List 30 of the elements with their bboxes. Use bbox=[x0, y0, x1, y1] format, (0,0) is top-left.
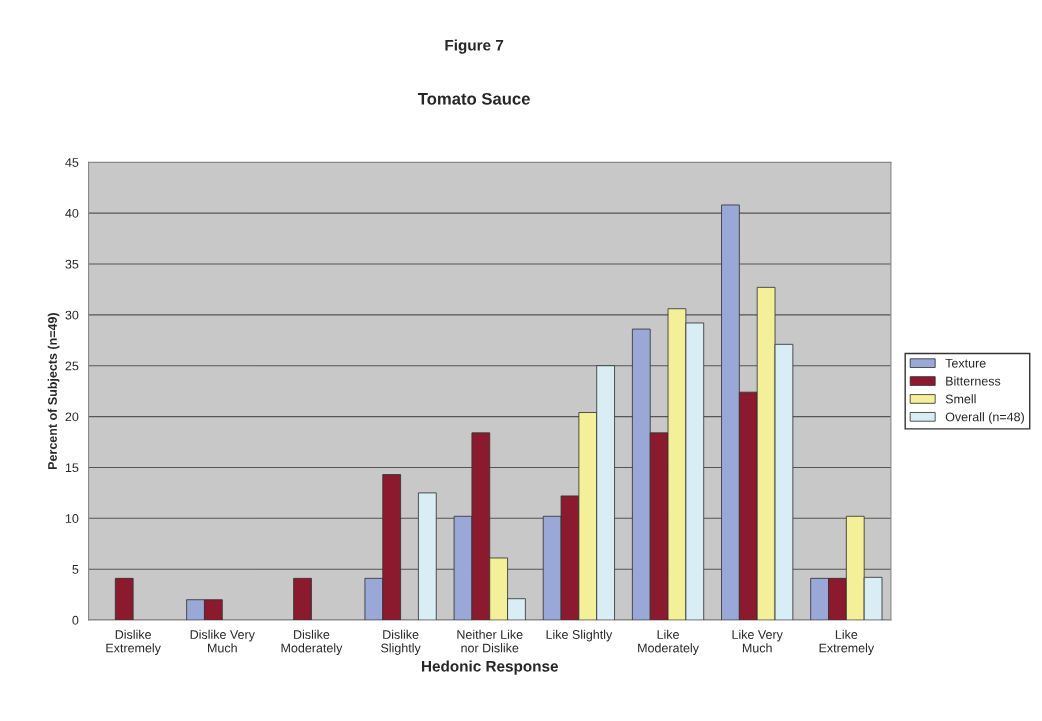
y-axis-title: Percent of Subjects (n=49) bbox=[47, 313, 60, 469]
y-tick-label: 20 bbox=[65, 412, 79, 422]
x-axis-title: Hedonic Response bbox=[422, 660, 558, 675]
bar bbox=[418, 492, 437, 621]
bar bbox=[293, 577, 312, 621]
chart-subtitle: Tomato Sauce bbox=[417, 92, 530, 105]
x-tick-label: Like Very Much bbox=[732, 629, 783, 653]
y-tick-label: 5 bbox=[72, 565, 79, 574]
legend-label: Bitterness bbox=[946, 376, 1001, 386]
x-tick-label: Like Slightly bbox=[546, 629, 613, 642]
y-tick-label: 40 bbox=[65, 208, 79, 218]
x-tick-label: Dislike Very Much bbox=[190, 629, 255, 653]
legend-label: Texture bbox=[945, 358, 986, 368]
legend-label: Smell bbox=[945, 394, 976, 404]
y-tick-label: 0 bbox=[72, 615, 79, 625]
legend-label: Overall (n=48) bbox=[945, 412, 1024, 424]
bar bbox=[114, 577, 134, 621]
x-tick-label: Dislike Extremely bbox=[106, 629, 161, 655]
y-tick-label: 10 bbox=[65, 514, 79, 523]
x-tick-label: Neither Like nor Dislike bbox=[457, 629, 523, 653]
y-tick-label: 15 bbox=[65, 463, 79, 473]
x-tick-label: Dislike Moderately bbox=[281, 629, 343, 655]
y-tick-label: 30 bbox=[65, 310, 79, 320]
x-tick-label: Like Moderately bbox=[638, 629, 699, 655]
y-tick-label: 25 bbox=[65, 361, 79, 371]
x-tick-label: Dislike Slightly bbox=[381, 629, 421, 655]
y-tick-label: 35 bbox=[65, 259, 79, 269]
chart-title: Figure 7 bbox=[445, 39, 504, 54]
y-tick-label: 45 bbox=[65, 158, 79, 167]
x-tick-label: Like Extremely bbox=[819, 629, 875, 655]
